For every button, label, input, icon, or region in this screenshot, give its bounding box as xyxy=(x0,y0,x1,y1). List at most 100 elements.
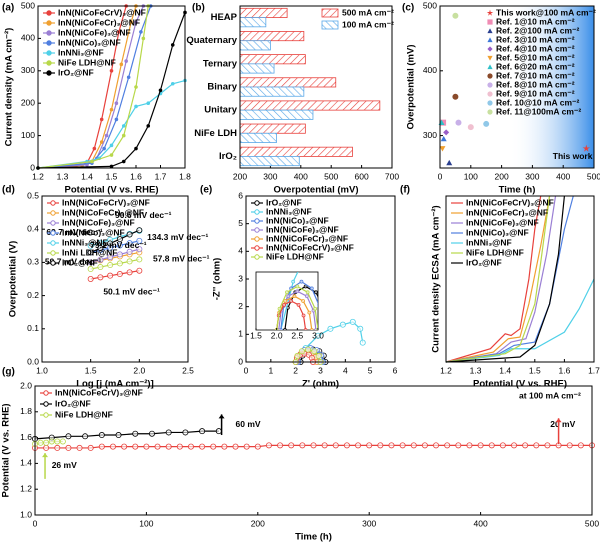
x-tick-label: 1.2 xyxy=(440,365,452,375)
data-point xyxy=(499,442,506,449)
data-point xyxy=(314,290,318,295)
data-point xyxy=(359,339,366,346)
plot-frame xyxy=(34,385,593,516)
data-point xyxy=(87,249,94,256)
legend-label: InN(NiCo)₃@NF xyxy=(62,227,125,237)
x-tick-label: 1.6 xyxy=(558,365,570,375)
category-label: HEAP xyxy=(211,12,238,23)
data-point xyxy=(199,428,206,435)
bar xyxy=(239,123,306,134)
legend-label: Ref. 3@10 mA cm⁻² xyxy=(496,34,575,44)
annotation: This work xyxy=(553,151,593,161)
legend-swatch xyxy=(487,91,493,97)
data-point xyxy=(466,442,473,449)
data-point xyxy=(98,443,105,450)
y-tick-label: 0 xyxy=(30,162,35,172)
data-point xyxy=(444,442,451,449)
data-point xyxy=(65,444,72,451)
x-tick-label: 200 xyxy=(233,171,247,181)
bar xyxy=(239,31,305,42)
data-point xyxy=(124,59,128,63)
legend-marker xyxy=(50,230,56,236)
data-point xyxy=(119,62,124,67)
legend-swatch xyxy=(487,37,493,43)
annotation: 26 mV xyxy=(52,460,77,470)
x-tick-label: 0 xyxy=(438,171,443,181)
data-point xyxy=(301,313,306,318)
x-axis-title: Time (h) xyxy=(499,185,536,196)
data-point xyxy=(87,266,94,273)
x-tick-label: 1.6 xyxy=(130,171,142,181)
data-point xyxy=(59,438,66,445)
inset-x-tick-label: 1.5 xyxy=(250,330,262,340)
data-point xyxy=(410,442,417,449)
data-point xyxy=(446,159,453,166)
data-point xyxy=(296,302,301,307)
data-point xyxy=(522,442,529,449)
annotation: 59.7 mV dec⁻¹ xyxy=(45,257,102,267)
legend-swatch xyxy=(487,73,493,79)
y-tick-label: 1.4 xyxy=(20,458,32,468)
y-tick-label: 5 xyxy=(238,218,243,228)
legend-marker xyxy=(254,218,260,224)
data-point xyxy=(136,256,143,263)
x-axis-title: Time (h) xyxy=(295,532,332,543)
legend-label: IrO₂@NF xyxy=(58,67,94,77)
plot-frame xyxy=(445,195,595,363)
panel-label: (c) xyxy=(402,3,414,14)
data-point xyxy=(333,213,336,216)
inset-x-tick-label: 2.0 xyxy=(271,330,283,340)
series-line xyxy=(280,272,299,330)
x-tick-label: 1.7 xyxy=(155,171,167,181)
data-point xyxy=(109,107,114,112)
legend-marker xyxy=(46,20,52,26)
legend-label: NiFe LDH@NF xyxy=(466,247,524,257)
series-line xyxy=(445,195,574,363)
legend-marker xyxy=(50,260,56,266)
x-tick-label: 500 xyxy=(587,171,600,181)
data-point xyxy=(141,36,146,41)
data-point xyxy=(114,117,119,122)
data-point xyxy=(388,442,395,449)
legend-swatch xyxy=(486,9,494,16)
legend-marker xyxy=(46,70,52,76)
data-point xyxy=(321,442,328,449)
data-point xyxy=(357,325,364,332)
data-point xyxy=(109,153,114,157)
legend-label: InN(NiCoFeCr)₃@NF xyxy=(266,233,348,243)
data-point xyxy=(289,299,294,303)
data-point xyxy=(387,261,390,264)
data-point xyxy=(87,259,94,266)
y-tick-label: 1.0 xyxy=(20,509,32,519)
legend-label: InNNi₃@NF xyxy=(58,47,104,57)
panel-label: (b) xyxy=(192,3,205,14)
data-point xyxy=(288,442,295,449)
data-point xyxy=(98,432,105,439)
legend-label: InN(NiCoFe)₃@NF xyxy=(266,224,339,234)
data-point xyxy=(483,120,490,127)
data-point xyxy=(383,213,386,216)
arrow-head xyxy=(555,418,562,423)
data-point xyxy=(107,240,114,247)
data-point xyxy=(109,143,114,148)
y-tick-label: 100 xyxy=(21,130,35,140)
legend-swatch xyxy=(487,28,493,34)
panel-label: (e) xyxy=(200,185,212,196)
bar xyxy=(239,86,305,97)
annotation: 60 mV xyxy=(236,419,261,429)
legend-label: InNNi₃@NF xyxy=(62,237,108,247)
legend-label: InN(NiCoFeCrV)₃@NF xyxy=(62,197,150,207)
data-point xyxy=(121,159,126,164)
category-label: Ternary xyxy=(203,58,238,69)
data-point xyxy=(355,442,362,449)
data-point xyxy=(313,306,318,311)
data-point xyxy=(265,442,272,449)
series-line xyxy=(37,79,186,169)
data-point xyxy=(139,30,143,34)
data-point xyxy=(116,260,123,267)
bar xyxy=(239,40,271,51)
data-point xyxy=(92,146,97,151)
data-point xyxy=(327,325,334,332)
x-tick-label: 6 xyxy=(393,365,398,375)
